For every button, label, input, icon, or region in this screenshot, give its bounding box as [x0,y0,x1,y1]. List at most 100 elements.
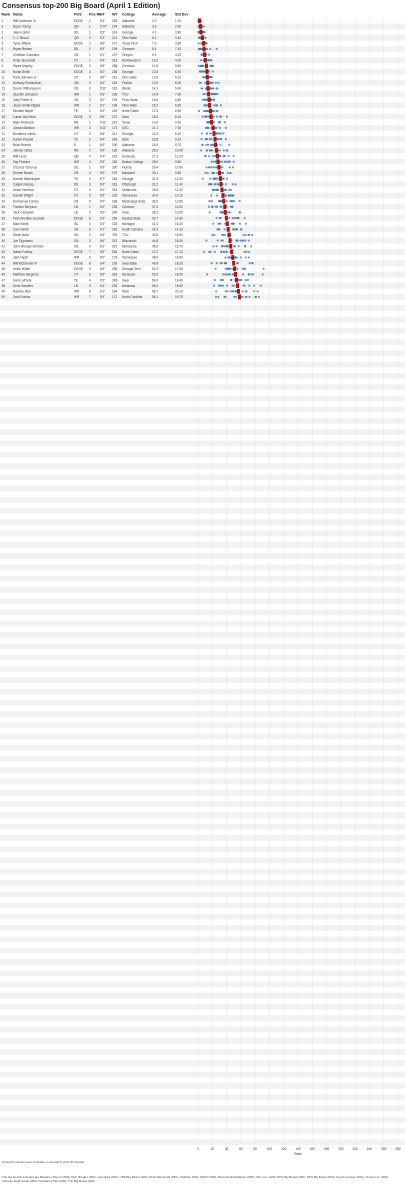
row-band [0,79,405,86]
table-cell: 6'0" [100,256,105,260]
table-cell: 6.90 [175,109,181,113]
table-cell: Darnell Wright [13,194,33,198]
x-axis-label: Rank [294,1152,302,1156]
board-rank-dot [251,262,254,265]
board-rank-dot [215,290,218,293]
board-rank-dot [229,205,232,208]
table-cell: Keion White [13,267,30,271]
table-cell: 15.90 [175,233,183,237]
table-cell: 5 [89,194,91,198]
board-rank-dot [218,126,222,129]
board-rank-dot [224,126,227,129]
row-band [0,992,405,999]
board-rank-dot [224,256,227,259]
board-rank-dot [228,194,231,197]
board-rank-dot [220,239,223,242]
table-cell: 9.60 [175,160,181,164]
board-rank-dot [220,250,223,253]
row-band [0,418,405,424]
table-cell: 253 [112,19,117,23]
row-band [0,373,405,379]
row-band [0,744,405,751]
row-band [0,496,405,503]
table-cell: 199 [112,149,117,153]
row-band [0,361,405,368]
table-cell: EDGE [74,250,83,254]
table-cell: 6 [89,273,91,277]
row-band [0,147,405,154]
board-rank-dot [207,53,211,56]
average-marker [238,294,241,300]
table-cell: WR [74,290,80,294]
board-rank-dot [205,166,208,169]
table-cell: 18 [2,115,6,119]
column-header: Pos Rk [89,13,101,17]
board-rank-dot [203,30,206,34]
average-marker [203,52,207,57]
row-band [0,305,405,312]
board-rank-dot [257,295,260,299]
table-cell: TE [74,137,78,141]
table-cell: 9.10 [175,137,181,141]
table-cell: 6'6" [100,239,105,243]
average-marker [224,215,228,221]
table-cell: Josh Downs [13,295,31,299]
board-rank-dot [215,47,218,51]
average-marker [199,24,203,29]
average-marker [199,29,203,35]
board-rank-dot [248,262,251,265]
table-cell: 6'5" [100,194,105,198]
table-cell: 314 [112,30,117,34]
row-band [0,722,405,729]
table-cell: Penn State [122,98,138,102]
table-cell: 6'5" [100,132,105,136]
board-rank-dot [216,109,219,113]
board-rank-dot [206,126,209,129]
row-band [0,688,405,695]
table-cell: 6'3" [100,278,105,282]
table-cell: 5 [89,199,91,203]
board-rank-dot [212,109,215,113]
table-cell: 2 [89,137,91,141]
row-band [0,902,405,909]
table-cell: 181 [112,87,117,91]
table-cell: 16.80 [175,256,183,260]
table-cell: 4.90 [175,59,181,63]
table-cell: John Michael Schmitz [13,244,44,248]
board-rank-dot [215,171,219,175]
board-rank-dot [241,290,244,293]
table-cell: 31 [2,188,6,192]
board-rank-dot [215,115,219,118]
table-cell: 5'9" [100,295,105,299]
board-rank-dot [221,233,225,237]
table-cell: EDGE [74,70,83,74]
board-rank-dot [208,138,211,141]
table-cell: 182 [112,160,117,164]
table-cell: 15 [2,98,6,102]
table-cell: 171 [112,295,117,299]
table-cell: 6'3" [100,244,105,248]
table-cell: 2 [89,42,91,46]
table-cell: TE [74,278,78,282]
board-rank-dot [234,183,237,186]
table-cell: 1 [89,120,91,124]
row-band [0,1049,405,1055]
table-cell: 28 [2,171,6,175]
average-marker [213,136,217,142]
table-cell: 249 [112,109,117,113]
table-cell: 19.70 [175,295,183,299]
table-cell: 40 [2,239,6,243]
table-cell: 20 [2,126,6,130]
table-cell: 4 [89,188,91,192]
table-cell: 239 [112,261,117,265]
table-cell: 14 [2,92,6,96]
table-cell: 6'5" [100,115,105,119]
board-rank-dot [202,92,205,96]
table-cell: Quentin Johnston [13,92,38,96]
table-cell: 11 [2,75,6,79]
board-rank-dot [232,154,235,158]
board-rank-dot [210,200,213,203]
table-cell: USC [122,126,129,130]
table-cell: WR [74,104,80,108]
table-cell: Northwestern [122,59,141,63]
